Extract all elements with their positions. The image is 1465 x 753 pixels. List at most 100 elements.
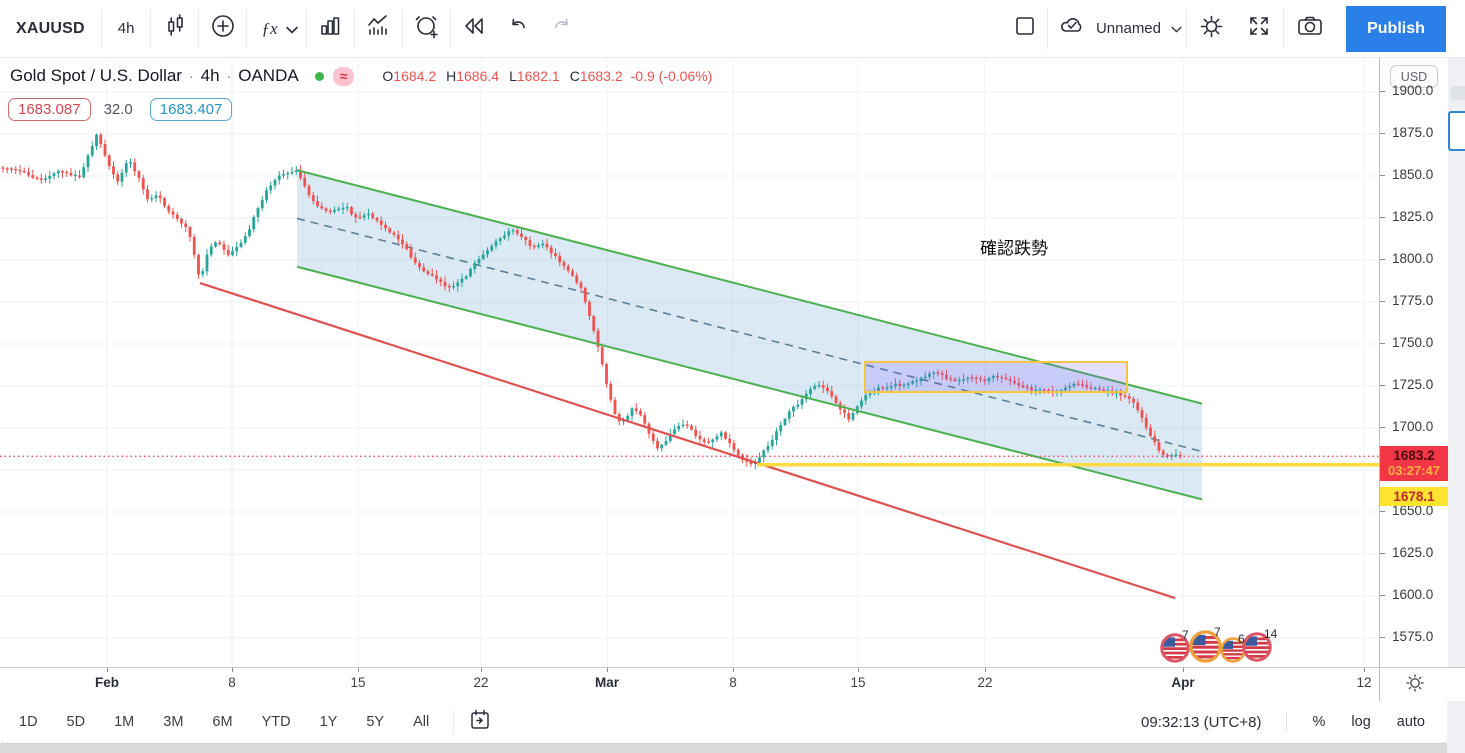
range-button-6m[interactable]: 6M [212, 714, 233, 730]
market-status-dot [314, 71, 324, 81]
redo-button[interactable] [540, 0, 582, 57]
legend-interval[interactable]: 4h [200, 66, 220, 85]
compare-button[interactable] [199, 0, 246, 57]
layout-name-label: Unnamed [1095, 20, 1161, 37]
price-tick-mark [1380, 343, 1385, 344]
event-count: 7 [1182, 628, 1189, 642]
right-gutter [1447, 57, 1465, 753]
gutter-bottom [1447, 701, 1465, 743]
time-tick[interactable]: 8 [703, 668, 763, 690]
bar-countdown: 03:27:47 [1387, 463, 1441, 478]
save-layout-button[interactable]: Unnamed [1048, 0, 1186, 57]
price-tick-mark [1380, 553, 1385, 554]
level-price-label: 1678.1 [1380, 487, 1448, 506]
time-tick[interactable]: Mar [577, 668, 637, 690]
range-button-1m[interactable]: 1M [114, 714, 135, 730]
range-button-1d[interactable]: 1D [19, 714, 38, 730]
range-button-5y[interactable]: 5Y [366, 714, 385, 730]
ohlc-value: 1686.4 [456, 68, 500, 84]
zigzag-chart-icon [365, 13, 391, 44]
clock-label[interactable]: 09:32:13 (UTC+8) [1141, 713, 1262, 731]
ohlc-key: O [382, 68, 394, 84]
toolbar-separator [1283, 8, 1284, 49]
time-axis[interactable]: Feb 8 15 22 Mar 8 15 22 Apr 12 [0, 667, 1379, 702]
time-tick[interactable]: 15 [328, 668, 388, 690]
plus-circle-icon [209, 12, 237, 45]
price-tick-mark [1380, 595, 1385, 596]
price-tag-red[interactable]: 1683.087 [8, 98, 91, 121]
price-tick-label: 1900.0 [1392, 83, 1434, 98]
publish-button[interactable]: Publish [1346, 5, 1446, 52]
event-count: 14 [1264, 627, 1278, 641]
indicators-button[interactable]: ƒx [247, 0, 305, 57]
ohlc-values: O 1684.2 H 1686.4 L 1682.1 C 1683.2 [372, 68, 622, 84]
time-tick[interactable]: 12 [1334, 668, 1394, 690]
price-tick-mark [1380, 427, 1385, 428]
legend-title[interactable]: Gold Spot / U.S. Dollar [10, 66, 182, 85]
event-count: 7 [1214, 625, 1221, 639]
alarm-clock-plus-icon [413, 13, 440, 45]
axis-settings-gear-icon[interactable] [1380, 672, 1426, 699]
clipped-panel[interactable] [1448, 111, 1465, 151]
time-tick[interactable]: 8 [202, 668, 262, 690]
toolbar-separator [449, 8, 451, 49]
undo-icon [507, 14, 531, 43]
calendar-goto-icon [468, 709, 492, 736]
price-tick-mark [1380, 385, 1385, 386]
price-tick-mark [1380, 133, 1385, 134]
price-tick-mark [1380, 259, 1385, 260]
collapsed-widget[interactable] [1450, 86, 1465, 100]
fullscreen-button[interactable] [1235, 0, 1283, 57]
price-tick-mark [1380, 511, 1385, 512]
scale-option-pct[interactable]: % [1312, 714, 1326, 730]
ohlc-value: 1683.2 [579, 68, 623, 84]
range-button-5d[interactable]: 5D [66, 714, 86, 730]
chart-type-button[interactable] [151, 0, 198, 57]
range-button-ytd[interactable]: YTD [261, 714, 291, 730]
us-flag-icon [1242, 632, 1272, 662]
range-button-all[interactable]: All [413, 714, 430, 730]
event-flag[interactable] [1242, 632, 1272, 667]
toolbar-separator [453, 711, 455, 733]
chart-canvas[interactable] [0, 57, 1379, 667]
event-flag[interactable] [1189, 630, 1222, 667]
range-button-3m[interactable]: 3M [163, 714, 184, 730]
layout-select-button[interactable] [1003, 0, 1047, 57]
chevron-down-icon[interactable] [1171, 20, 1182, 38]
time-tick-mark [733, 668, 734, 672]
time-tick[interactable]: Feb [77, 668, 137, 690]
goto-date-button[interactable] [468, 708, 492, 737]
price-tick-label: 1750.0 [1392, 335, 1434, 350]
scale-option-log[interactable]: log [1351, 714, 1371, 730]
time-tick[interactable]: Apr [1153, 668, 1213, 690]
price-tick-label: 1825.0 [1392, 209, 1434, 224]
indicators-on-chart-button[interactable] [355, 0, 402, 57]
symbol-button[interactable]: XAUUSD [16, 19, 85, 37]
templates-button[interactable] [307, 0, 354, 57]
ohlc-key: L [509, 68, 517, 84]
time-tick[interactable]: 22 [451, 668, 511, 690]
alert-button[interactable] [403, 0, 450, 57]
interval-button[interactable]: 4h [117, 20, 135, 37]
price-tick-label: 1625.0 [1392, 545, 1434, 560]
event-flag[interactable] [1160, 633, 1190, 667]
snapshot-button[interactable] [1284, 0, 1336, 57]
time-tick[interactable]: 22 [955, 668, 1015, 690]
range-button-1y[interactable]: 1Y [319, 714, 338, 730]
time-tick-mark [607, 668, 608, 672]
undo-button[interactable] [498, 0, 540, 57]
scale-option-auto[interactable]: auto [1396, 714, 1425, 730]
price-tag-blue[interactable]: 1683.407 [149, 98, 233, 121]
scale-options: % log auto [1287, 714, 1426, 730]
replay-button[interactable] [451, 0, 498, 57]
chart-settings-button[interactable] [1187, 0, 1235, 57]
top-toolbar: XAUUSD 4h ƒx [0, 0, 1465, 58]
text-annotation[interactable]: 確認跌勢 [980, 239, 1048, 259]
legend-exchange[interactable]: OANDA [238, 66, 299, 85]
currency-badge[interactable]: USD [1390, 65, 1438, 88]
approx-data-badge[interactable]: ≈ [332, 66, 355, 86]
time-tick[interactable]: 15 [828, 668, 888, 690]
chevron-down-icon[interactable] [285, 19, 298, 39]
price-axis[interactable]: USD 1900.0 1875.0 1850.0 1825.0 1800.0 1775.0… [1379, 57, 1448, 667]
